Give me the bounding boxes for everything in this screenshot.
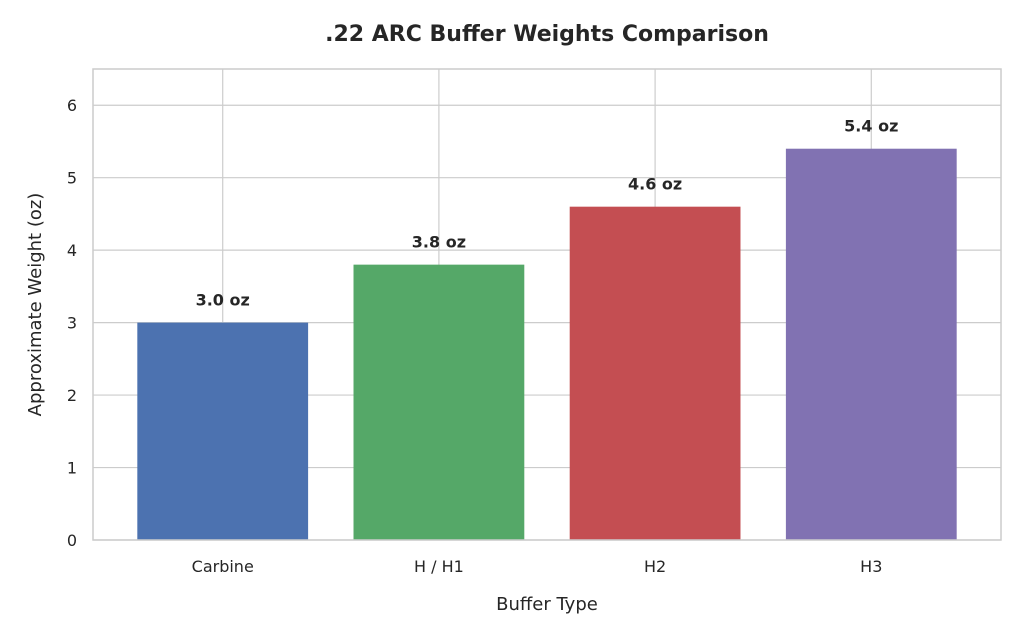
bar <box>785 148 957 540</box>
bar <box>353 264 525 540</box>
x-axis-label: Buffer Type <box>496 594 598 615</box>
x-tick-label: H3 <box>860 557 882 576</box>
y-tick-label: 5 <box>67 169 77 188</box>
bar-value-label: 3.8 oz <box>412 233 466 252</box>
y-tick-label: 1 <box>67 459 77 478</box>
bar <box>569 206 741 540</box>
plot-frame <box>92 68 1002 541</box>
bar <box>137 322 309 540</box>
x-tick-label: H2 <box>644 557 666 576</box>
x-axis-ticks: Carbine H / H1 H2 H3 <box>192 557 883 576</box>
y-tick-label: 4 <box>67 241 77 260</box>
bars <box>137 148 957 540</box>
y-axis-ticks: 0 1 2 3 4 5 6 <box>67 96 77 550</box>
y-axis-label: Approximate Weight (oz) <box>25 193 46 417</box>
x-tick-label: Carbine <box>192 557 254 576</box>
y-tick-label: 6 <box>67 96 77 115</box>
bar-value-label: 4.6 oz <box>628 175 682 194</box>
x-tick-label: H / H1 <box>414 557 464 576</box>
data-labels: 3.0 oz 3.8 oz 4.6 oz 5.4 oz <box>196 117 899 310</box>
bar-value-label: 5.4 oz <box>844 117 898 136</box>
y-tick-label: 0 <box>67 531 77 550</box>
y-tick-label: 3 <box>67 314 77 333</box>
bar-value-label: 3.0 oz <box>196 291 250 310</box>
chart-title: .22 ARC Buffer Weights Comparison <box>325 22 769 47</box>
y-tick-label: 2 <box>67 386 77 405</box>
